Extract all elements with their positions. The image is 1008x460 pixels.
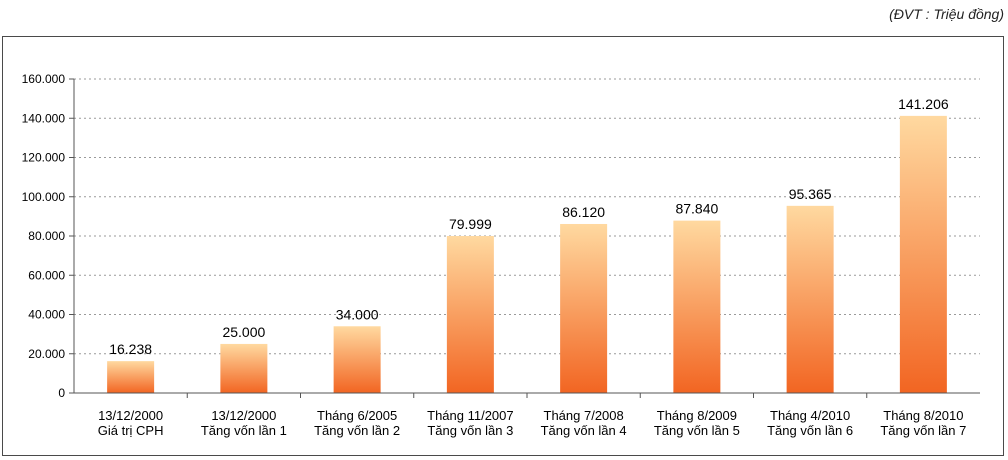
y-tick-label: 0	[58, 386, 65, 400]
bar	[673, 220, 721, 393]
chart-frame	[2, 36, 1004, 456]
x-tick-label: Tháng 6/2005	[317, 408, 397, 423]
data-label: 34.000	[336, 306, 379, 322]
bar	[786, 205, 834, 393]
bars	[107, 115, 947, 393]
x-tick-label: Tháng 8/2009	[657, 408, 737, 423]
x-tick-label: Tăng vốn lần 2	[314, 423, 400, 438]
y-tick-label: 60.000	[28, 268, 65, 282]
y-tick-label: 120.000	[22, 151, 66, 165]
unit-note: (ĐVT : Triệu đồng)	[889, 6, 1004, 22]
data-label: 25.000	[222, 324, 265, 340]
x-tick-label: Tăng vốn lần 1	[201, 423, 287, 438]
data-label: 141.206	[898, 96, 949, 112]
x-tick-label: Tháng 11/2007	[427, 408, 514, 423]
x-tick-label: Tháng 7/2008	[544, 408, 624, 423]
grid-lines	[74, 78, 980, 355]
y-axis-ticks: 0 20.000 40.000 60.000 80.000 100.000 120.000 1…	[22, 72, 74, 400]
bar	[560, 223, 608, 393]
data-label: 95.365	[789, 186, 832, 202]
y-tick-label: 80.000	[28, 229, 65, 243]
bar	[107, 361, 155, 393]
x-tick-label: Tháng 4/2010	[770, 408, 850, 423]
bar	[220, 343, 268, 393]
y-tick-label: 140.000	[22, 111, 66, 125]
y-tick-label: 160.000	[22, 72, 66, 86]
data-label: 16.238	[109, 341, 152, 357]
y-tick-label: 20.000	[28, 347, 65, 361]
bar	[899, 115, 947, 393]
x-tick-label: Tăng vốn lần 4	[541, 423, 627, 438]
x-tick-label: 13/12/2000	[211, 408, 276, 423]
data-label: 79.999	[449, 216, 492, 232]
axes	[73, 79, 980, 394]
x-tick-label: Tháng 8/2010	[883, 408, 963, 423]
x-tick-label: Giá trị CPH	[98, 423, 164, 438]
x-tick-label: Tăng vốn lần 6	[767, 423, 853, 438]
x-tick-label: Tăng vốn lần 7	[880, 423, 966, 438]
data-label: 87.840	[675, 201, 718, 217]
bar	[333, 326, 381, 393]
bar	[446, 236, 494, 393]
y-tick-label: 40.000	[28, 308, 65, 322]
x-tick-label: 13/12/2000	[98, 408, 163, 423]
x-tick-label: Tăng vốn lần 3	[427, 423, 513, 438]
y-tick-label: 100.000	[22, 190, 66, 204]
data-label: 86.120	[562, 204, 605, 220]
x-tick-label: Tăng vốn lần 5	[654, 423, 740, 438]
data-labels: 16.238 25.000 34.000 79.999 86.120 87.840 95.3…	[109, 96, 949, 357]
